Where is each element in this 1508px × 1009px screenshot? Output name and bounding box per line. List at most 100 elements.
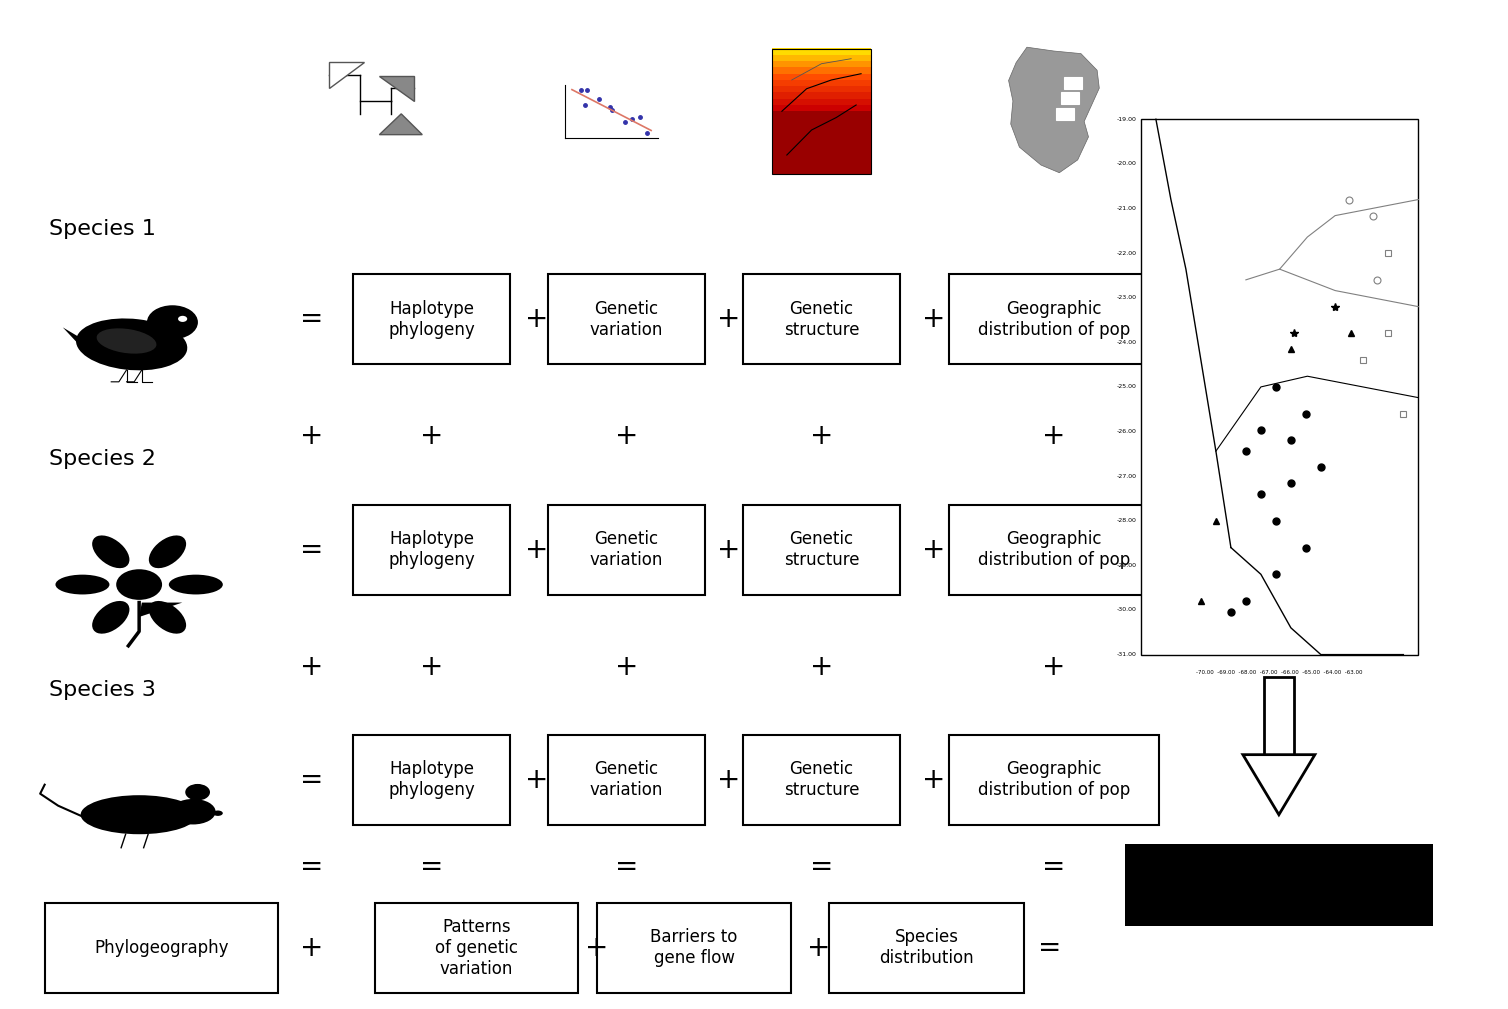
Text: -23.00: -23.00 bbox=[1116, 296, 1137, 301]
Text: Geographic
distribution of pop: Geographic distribution of pop bbox=[977, 530, 1129, 569]
Text: Genetic
structure: Genetic structure bbox=[784, 761, 860, 799]
FancyBboxPatch shape bbox=[375, 903, 578, 993]
Ellipse shape bbox=[170, 799, 216, 824]
Text: Species 2: Species 2 bbox=[50, 449, 155, 469]
Text: -28.00: -28.00 bbox=[1116, 519, 1137, 524]
Text: +: + bbox=[525, 766, 549, 794]
FancyBboxPatch shape bbox=[772, 79, 872, 86]
Text: +: + bbox=[810, 423, 834, 450]
FancyBboxPatch shape bbox=[772, 98, 872, 105]
FancyBboxPatch shape bbox=[772, 141, 872, 148]
Text: Species
distribution: Species distribution bbox=[879, 928, 974, 968]
Text: +: + bbox=[716, 536, 740, 564]
FancyBboxPatch shape bbox=[772, 160, 872, 167]
Ellipse shape bbox=[213, 810, 223, 816]
FancyBboxPatch shape bbox=[772, 154, 872, 161]
Ellipse shape bbox=[97, 328, 157, 353]
Text: =: = bbox=[300, 853, 323, 881]
Text: Barriers to
gene flow: Barriers to gene flow bbox=[650, 928, 737, 968]
Text: Patterns
of genetic
variation: Patterns of genetic variation bbox=[436, 918, 519, 978]
Ellipse shape bbox=[169, 575, 223, 594]
Ellipse shape bbox=[146, 306, 198, 339]
Text: +: + bbox=[716, 766, 740, 794]
Polygon shape bbox=[139, 602, 182, 616]
FancyBboxPatch shape bbox=[772, 110, 872, 117]
Text: -21.00: -21.00 bbox=[1116, 206, 1137, 211]
Text: +: + bbox=[419, 423, 443, 450]
Ellipse shape bbox=[149, 536, 185, 568]
Text: +: + bbox=[419, 653, 443, 681]
FancyBboxPatch shape bbox=[772, 147, 872, 155]
FancyBboxPatch shape bbox=[772, 116, 872, 124]
Text: +: + bbox=[923, 306, 946, 333]
Text: +: + bbox=[1042, 423, 1066, 450]
Text: +: + bbox=[615, 423, 638, 450]
Text: -26.00: -26.00 bbox=[1116, 429, 1137, 434]
Ellipse shape bbox=[116, 569, 161, 600]
Ellipse shape bbox=[178, 316, 187, 322]
Text: =: = bbox=[300, 766, 323, 794]
Polygon shape bbox=[1009, 47, 1099, 173]
Text: -22.00: -22.00 bbox=[1116, 250, 1137, 255]
FancyBboxPatch shape bbox=[772, 85, 872, 93]
FancyBboxPatch shape bbox=[772, 67, 872, 74]
FancyBboxPatch shape bbox=[353, 274, 510, 364]
FancyBboxPatch shape bbox=[772, 104, 872, 111]
FancyBboxPatch shape bbox=[1264, 677, 1294, 755]
FancyBboxPatch shape bbox=[597, 903, 792, 993]
FancyBboxPatch shape bbox=[772, 166, 872, 174]
Text: =: = bbox=[1042, 853, 1066, 881]
Text: Geographic
distribution of pop: Geographic distribution of pop bbox=[977, 761, 1129, 799]
Text: Phylogeography: Phylogeography bbox=[95, 938, 229, 957]
Text: +: + bbox=[525, 536, 549, 564]
Bar bbox=[1062, 93, 1080, 105]
Text: +: + bbox=[300, 653, 323, 681]
Text: =: = bbox=[1038, 933, 1062, 962]
Text: -30.00: -30.00 bbox=[1116, 607, 1137, 612]
Text: Geographic
distribution of pop: Geographic distribution of pop bbox=[977, 300, 1129, 339]
FancyBboxPatch shape bbox=[772, 47, 872, 54]
FancyBboxPatch shape bbox=[1125, 844, 1433, 926]
Text: Genetic
structure: Genetic structure bbox=[784, 530, 860, 569]
Text: =: = bbox=[300, 536, 323, 564]
Text: +: + bbox=[300, 933, 323, 962]
FancyBboxPatch shape bbox=[45, 903, 277, 993]
Text: Haplotype
phylogeny: Haplotype phylogeny bbox=[388, 761, 475, 799]
Text: -29.00: -29.00 bbox=[1116, 563, 1137, 568]
Text: =: = bbox=[419, 853, 443, 881]
Ellipse shape bbox=[56, 575, 110, 594]
Text: Haplotype
phylogeny: Haplotype phylogeny bbox=[388, 530, 475, 569]
FancyBboxPatch shape bbox=[353, 504, 510, 594]
Text: Genetic
variation: Genetic variation bbox=[590, 300, 664, 339]
Text: Genetic
structure: Genetic structure bbox=[784, 300, 860, 339]
Text: Species 1: Species 1 bbox=[50, 219, 155, 239]
Ellipse shape bbox=[92, 601, 130, 634]
Polygon shape bbox=[63, 327, 89, 354]
Text: -20.00: -20.00 bbox=[1116, 161, 1137, 166]
Text: +: + bbox=[923, 766, 946, 794]
Text: Species 3: Species 3 bbox=[50, 680, 155, 699]
FancyBboxPatch shape bbox=[949, 504, 1160, 594]
FancyBboxPatch shape bbox=[772, 73, 872, 80]
Text: =: = bbox=[300, 306, 323, 333]
Polygon shape bbox=[1243, 755, 1315, 814]
FancyBboxPatch shape bbox=[772, 135, 872, 142]
Polygon shape bbox=[380, 76, 415, 101]
Text: +: + bbox=[1042, 653, 1066, 681]
FancyBboxPatch shape bbox=[829, 903, 1024, 993]
Text: =: = bbox=[615, 853, 638, 881]
FancyBboxPatch shape bbox=[772, 61, 872, 68]
Ellipse shape bbox=[92, 536, 130, 568]
Ellipse shape bbox=[149, 601, 185, 634]
FancyBboxPatch shape bbox=[353, 735, 510, 824]
Text: +: + bbox=[716, 306, 740, 333]
Text: Haplotype
phylogeny: Haplotype phylogeny bbox=[388, 300, 475, 339]
Text: -24.00: -24.00 bbox=[1116, 340, 1137, 345]
Ellipse shape bbox=[185, 784, 210, 800]
Text: -27.00: -27.00 bbox=[1116, 473, 1137, 478]
FancyBboxPatch shape bbox=[949, 735, 1160, 824]
FancyBboxPatch shape bbox=[772, 92, 872, 99]
Bar bbox=[1065, 77, 1083, 89]
Text: +: + bbox=[585, 933, 608, 962]
FancyBboxPatch shape bbox=[743, 504, 900, 594]
